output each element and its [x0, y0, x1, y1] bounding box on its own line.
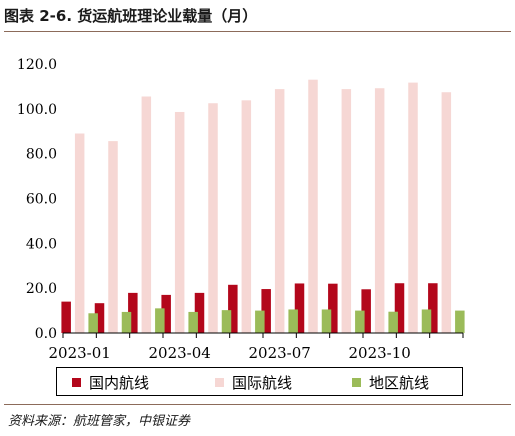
legend-item-regional: 地区航线: [352, 372, 429, 392]
bar-regional: [421, 309, 432, 333]
bar-domestic: [261, 289, 271, 333]
legend-swatch-international: [215, 377, 224, 387]
bar-regional: [455, 310, 465, 333]
bar-regional: [288, 309, 298, 333]
y-tick-label: 120.0: [17, 57, 57, 73]
y-tick-label: 40.0: [26, 236, 57, 252]
legend-label-domestic: 国内航线: [89, 373, 150, 392]
x-tick-label: 2023-10: [348, 344, 410, 362]
title-rule: [4, 31, 511, 32]
bar-international: [74, 133, 85, 333]
figure-title: 图表 2-6. 货运航班理论业载量（月）: [4, 7, 258, 25]
legend-item-domestic: 国内航线: [72, 372, 149, 392]
bar-international: [274, 89, 285, 334]
bar-international: [208, 103, 218, 334]
bar-regional: [221, 310, 232, 333]
x-tick-label: 2023-07: [248, 344, 310, 362]
x-tick-label: 2023-01: [48, 344, 110, 362]
bar-international: [141, 96, 152, 333]
bar-international: [308, 79, 318, 333]
bar-domestic: [94, 303, 105, 333]
bar-regional: [321, 309, 332, 333]
bar-domestic: [361, 289, 371, 333]
bar-international: [374, 88, 385, 334]
legend-swatch-domestic: [72, 377, 81, 387]
source-rule: [4, 404, 511, 405]
bar-regional: [88, 313, 98, 333]
legend-label-regional: 地区航线: [369, 373, 430, 392]
legend: [56, 367, 463, 396]
bar-regional: [388, 311, 398, 333]
bar-domestic: [328, 283, 338, 333]
source-note: 资料来源：航班管家，中银证券: [8, 414, 191, 429]
bar-international: [108, 141, 118, 333]
bar-domestic: [294, 283, 305, 333]
legend-item-international: 国际航线: [215, 372, 292, 392]
bar-domestic: [61, 301, 71, 333]
bar-international: [408, 82, 418, 333]
bar-domestic: [428, 283, 438, 333]
bar-regional: [188, 311, 198, 333]
bar-international: [241, 100, 252, 333]
bar-international: [341, 89, 352, 334]
bar-domestic: [194, 292, 205, 333]
bar-regional: [121, 311, 132, 333]
y-tick-label: 80.0: [26, 147, 57, 163]
bar-domestic: [161, 294, 171, 333]
y-tick-label: 100.0: [17, 102, 57, 118]
bar-international: [174, 111, 185, 333]
bar-regional: [355, 310, 365, 333]
y-tick-label: 0.0: [35, 326, 57, 342]
bar-domestic: [128, 292, 138, 333]
bar-domestic: [228, 284, 238, 333]
legend-swatch-regional: [352, 377, 361, 387]
bar-domestic: [394, 283, 405, 333]
y-tick-label: 20.0: [26, 281, 57, 297]
bar-international: [441, 92, 452, 334]
legend-label-international: 国际航线: [232, 373, 293, 392]
y-tick-label: 60.0: [26, 192, 57, 208]
bar-regional: [155, 308, 165, 333]
x-tick-label: 2023-04: [148, 344, 210, 362]
bar-regional: [255, 310, 265, 333]
